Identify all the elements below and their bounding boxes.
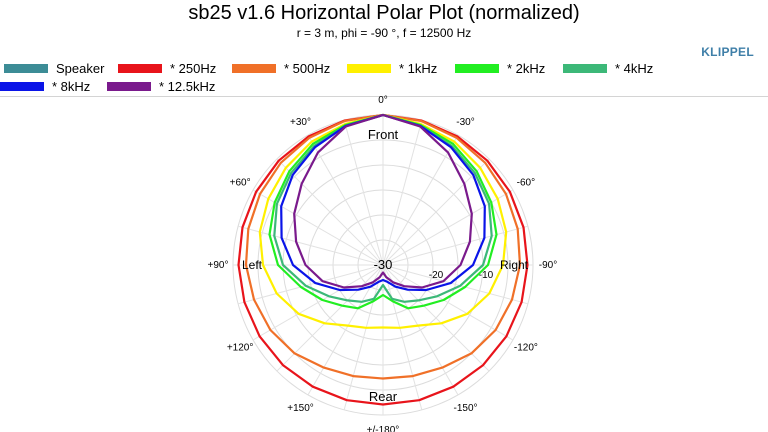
- polar-labels: 0° -30° -60° -90° -120° -150° +/-180° +150° +120…: [208, 95, 558, 432]
- angle-tick-label: +60°: [230, 178, 251, 189]
- grid-spoke: [382, 189, 514, 266]
- legend-label: * 8kHz: [52, 79, 91, 94]
- grid-spoke: [382, 264, 529, 305]
- grid-spoke: [276, 264, 384, 372]
- legend-label: * 4kHz: [615, 61, 654, 76]
- legend-swatch: [4, 64, 48, 73]
- radial-tick-label: -10: [479, 270, 494, 281]
- grid-spoke: [343, 119, 384, 266]
- legend-swatch: [232, 64, 276, 73]
- series-curve: [237, 113, 529, 406]
- series-curve: [273, 113, 493, 303]
- grid-spoke: [343, 264, 384, 411]
- series-curve: [293, 113, 473, 289]
- angle-tick-label: -30°: [456, 117, 474, 128]
- angle-tick-label: -60°: [517, 178, 535, 189]
- series-curve: [258, 113, 508, 329]
- angle-tick-label: -120°: [514, 343, 538, 354]
- chart-subtitle: r = 3 m, phi = -90 °, f = 12500 Hz: [296, 26, 472, 40]
- brand-logo: KLIPPEL: [701, 45, 754, 59]
- angle-tick-label: +90°: [208, 260, 229, 271]
- legend-swatch: [0, 82, 44, 91]
- angle-tick-label: +/-180°: [367, 425, 400, 432]
- grid-spoke: [252, 189, 384, 266]
- angle-tick-label: 0°: [378, 95, 388, 106]
- angle-tick-label: -90°: [539, 260, 557, 271]
- legend-label: * 1kHz: [399, 61, 438, 76]
- angle-tick-label: +30°: [290, 117, 311, 128]
- legend-label: * 500Hz: [284, 61, 331, 76]
- right-label: Right: [500, 258, 529, 272]
- radial-tick-label: -30: [374, 257, 393, 272]
- grid-spoke: [382, 225, 529, 266]
- grid-spoke: [237, 264, 384, 305]
- legend-label: * 2kHz: [507, 61, 546, 76]
- legend-label: * 250Hz: [170, 61, 217, 76]
- left-label: Left: [242, 258, 263, 272]
- grid-spoke: [382, 134, 459, 266]
- rear-label: Rear: [369, 389, 398, 404]
- angle-tick-label: -150°: [453, 403, 477, 414]
- legend-swatch: [347, 64, 391, 73]
- grid-spoke: [252, 264, 384, 341]
- angle-tick-label: +150°: [287, 403, 314, 414]
- polar-curves: [237, 113, 529, 406]
- angle-tick-label: +120°: [227, 343, 254, 354]
- legend-label: Speaker: [56, 61, 105, 76]
- series-curve: [244, 113, 522, 380]
- grid-spoke: [237, 225, 384, 266]
- plot-area-frame: [0, 96, 768, 432]
- legend-swatch: [455, 64, 499, 73]
- series-curve: [268, 113, 498, 310]
- grid-spoke: [276, 158, 384, 266]
- grid-spoke: [307, 134, 384, 266]
- legend-label: * 12.5kHz: [159, 79, 216, 94]
- legend-swatch: [107, 82, 151, 91]
- grid-spoke: [382, 158, 490, 266]
- front-label: Front: [368, 127, 399, 142]
- legend-swatch: [563, 64, 607, 73]
- radial-tick-label: -20: [429, 270, 444, 281]
- grid-spoke: [382, 264, 514, 341]
- grid-spoke: [382, 119, 423, 266]
- chart-title: sb25 v1.6 Horizontal Polar Plot (normali…: [188, 2, 580, 24]
- grid-spoke: [382, 264, 423, 411]
- legend-swatch: [118, 64, 162, 73]
- series-curve: [280, 113, 486, 292]
